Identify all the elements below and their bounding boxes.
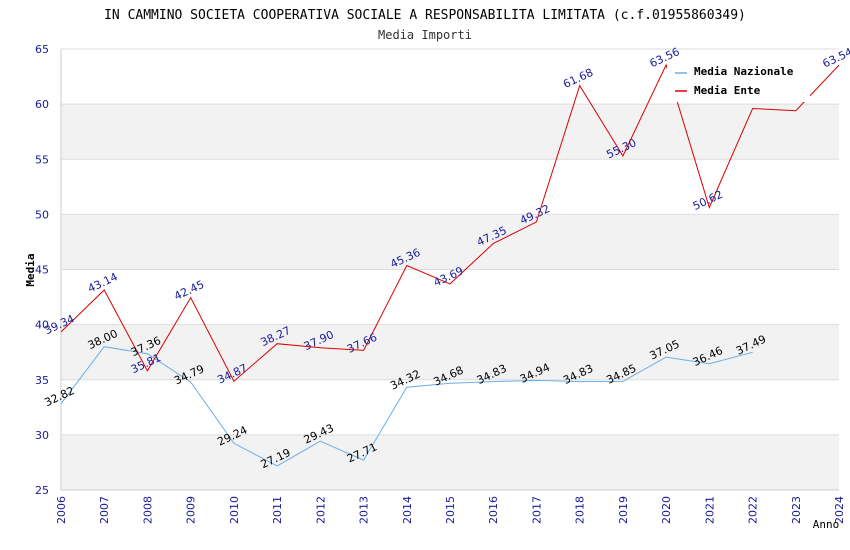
y-tick-label: 35 (35, 374, 49, 387)
x-tick-label: 2016 (487, 496, 500, 524)
chart-title: IN CAMMINO SOCIETA COOPERATIVA SOCIALE A… (104, 8, 746, 23)
legend: Media Nazionale Media Ente (667, 60, 810, 102)
x-tick-label: 2019 (617, 496, 630, 524)
x-tick-label: 2011 (271, 496, 284, 524)
x-tick-label: 2007 (98, 496, 111, 524)
grid-band (61, 324, 839, 380)
x-axis-label: Anno (813, 518, 840, 531)
legend-label-ente: Media Ente (694, 84, 761, 97)
y-tick-label: 55 (35, 153, 49, 166)
x-tick-label: 2018 (574, 496, 587, 524)
grid-band (61, 214, 839, 270)
x-tick-label: 2008 (141, 496, 154, 524)
series-line-media-nazionale (60, 346, 753, 467)
x-tick-label: 2023 (790, 496, 803, 524)
x-tick-label: 2013 (358, 496, 371, 524)
y-tick-label: 65 (35, 43, 49, 56)
y-tick-label: 40 (35, 319, 49, 332)
series-lines (60, 63, 840, 467)
y-tick-label: 30 (35, 429, 49, 442)
data-label: 50.62 (691, 188, 725, 213)
x-tick-label: 2006 (55, 496, 68, 524)
y-tick-label: 50 (35, 208, 49, 221)
data-label: 32.82 (42, 384, 76, 409)
legend-box (667, 60, 810, 102)
y-tick-label: 60 (35, 98, 49, 111)
axes (60, 49, 839, 491)
x-tick-label: 2012 (314, 496, 327, 524)
grid-bands (61, 104, 839, 490)
x-tick-label: 2021 (703, 496, 716, 524)
grid-band (61, 104, 839, 160)
y-tick-labels: 25 30 35 40 45 50 55 60 65 (35, 43, 49, 497)
x-tick-label: 2010 (228, 496, 241, 524)
y-tick-label: 25 (35, 484, 49, 497)
x-tick-label: 2022 (747, 496, 760, 524)
x-tick-label: 2020 (660, 496, 673, 524)
y-axis-label: Media (24, 253, 37, 286)
x-tick-label: 2017 (530, 496, 543, 524)
x-tick-label: 2015 (444, 496, 457, 524)
x-tick-labels: 2006 2007 2008 2009 2010 2011 2012 2013 2014 2015… (55, 496, 846, 524)
data-label: 61.68 (561, 66, 595, 91)
y-tick-label: 45 (35, 264, 49, 277)
x-tick-label: 2014 (401, 496, 414, 524)
x-tick-label: 2024 (833, 496, 846, 524)
series-line-media-ente (60, 63, 840, 382)
legend-label-national: Media Nazionale (694, 65, 794, 78)
chart-subtitle: Media Importi (378, 28, 472, 42)
x-tick-label: 2009 (185, 496, 198, 524)
grid-band (61, 434, 839, 490)
